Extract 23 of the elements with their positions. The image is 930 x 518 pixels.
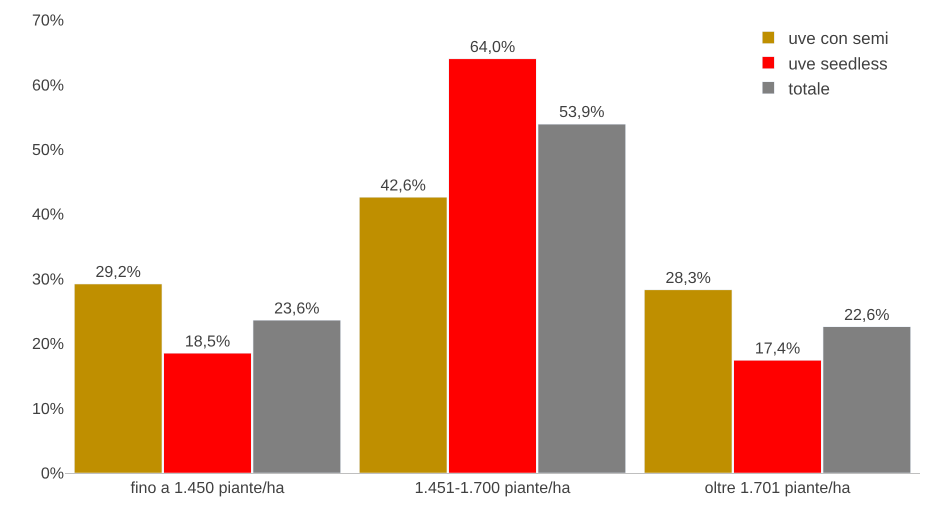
data-label: 64,0% <box>470 38 516 56</box>
y-tick-label: 60% <box>32 77 64 94</box>
y-tick-label: 50% <box>32 142 64 160</box>
data-label: 18,5% <box>184 333 230 350</box>
data-label: 22,6% <box>844 306 890 324</box>
data-label: 17,4% <box>754 340 800 358</box>
data-label: 53,9% <box>559 104 604 122</box>
legend-label: uve con semi <box>788 29 889 48</box>
data-label: 28,3% <box>666 270 711 287</box>
data-label: 23,6% <box>274 300 320 318</box>
data-label: 42,6% <box>380 177 426 194</box>
y-tick-label: 20% <box>32 336 64 354</box>
y-tick-label: 0% <box>40 466 64 483</box>
x-tick-label: oltre 1.701 piante/ha <box>704 480 851 498</box>
y-tick-label: 30% <box>32 271 64 288</box>
y-tick-label: 10% <box>32 400 64 418</box>
y-tick-label: 40% <box>32 206 64 224</box>
y-tick-label: 70% <box>32 12 64 30</box>
legend-label: totale <box>788 79 830 98</box>
data-label: 29,2% <box>96 264 141 282</box>
legend-label: uve seedless <box>788 54 888 74</box>
x-tick-label: fino a 1.450 piante/ha <box>130 480 285 498</box>
x-tick-label: 1.451-1.700 piante/ha <box>414 480 570 498</box>
